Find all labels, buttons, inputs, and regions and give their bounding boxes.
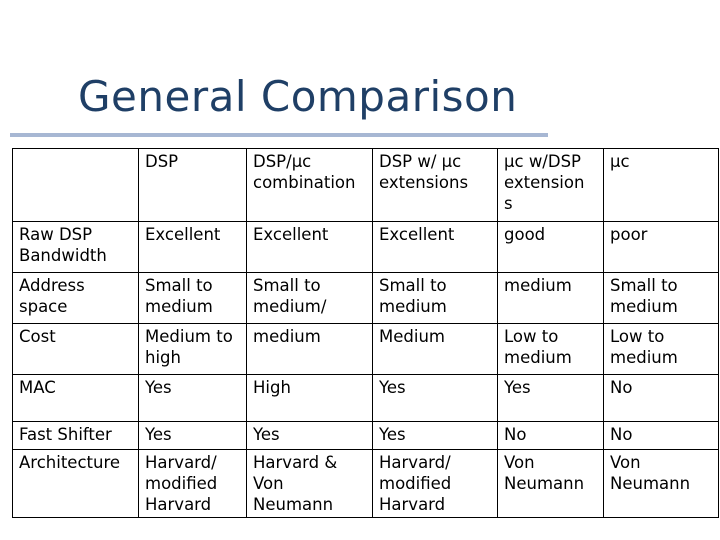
table-cell: High bbox=[246, 374, 373, 422]
row-label: Fast Shifter bbox=[12, 421, 139, 450]
row-label: Address space bbox=[12, 272, 139, 324]
table-cell: Low to medium bbox=[603, 323, 719, 375]
header-cell-dsp: DSP bbox=[138, 148, 247, 222]
table-cell: Harvard/ modified Harvard bbox=[372, 449, 498, 518]
table-cell: medium bbox=[497, 272, 604, 324]
header-cell-dsp-with-uc-extensions: DSP w/ μc extensions bbox=[372, 148, 498, 222]
table-cell: Small to medium bbox=[603, 272, 719, 324]
header-cell-uc: μc bbox=[603, 148, 719, 222]
table-cell: Small to medium bbox=[138, 272, 247, 324]
table-cell: Excellent bbox=[138, 221, 247, 273]
table-row: Address space Small to medium Small to m… bbox=[12, 272, 719, 324]
table-cell: Von Neumann bbox=[497, 449, 604, 518]
title-underline bbox=[10, 133, 548, 137]
table-cell: medium bbox=[246, 323, 373, 375]
table-cell: Harvard & Von Neumann bbox=[246, 449, 373, 518]
table-row: MAC Yes High Yes Yes No bbox=[12, 374, 719, 422]
table-cell: Low to medium bbox=[497, 323, 604, 375]
table-row: Architecture Harvard/ modified Harvard H… bbox=[12, 449, 719, 518]
table-cell: Medium bbox=[372, 323, 498, 375]
table-cell: poor bbox=[603, 221, 719, 273]
table-cell: Excellent bbox=[372, 221, 498, 273]
table-row: Raw DSP Bandwidth Excellent Excellent Ex… bbox=[12, 221, 719, 273]
comparison-table: DSP DSP/μc combination DSP w/ μc extensi… bbox=[12, 148, 719, 518]
table-cell: Yes bbox=[372, 421, 498, 450]
row-label: MAC bbox=[12, 374, 139, 422]
table-cell: Yes bbox=[497, 374, 604, 422]
slide-title: General Comparison bbox=[78, 72, 518, 121]
table-cell: Medium to high bbox=[138, 323, 247, 375]
table-cell: No bbox=[497, 421, 604, 450]
table-cell: Yes bbox=[138, 374, 247, 422]
header-cell-dsp-uc-combination: DSP/μc combination bbox=[246, 148, 373, 222]
table-cell: No bbox=[603, 421, 719, 450]
header-cell-empty bbox=[12, 148, 139, 222]
table-cell: Excellent bbox=[246, 221, 373, 273]
table-cell: Yes bbox=[372, 374, 498, 422]
row-label: Architecture bbox=[12, 449, 139, 518]
table-cell: Small to medium bbox=[372, 272, 498, 324]
table-row: Fast Shifter Yes Yes Yes No No bbox=[12, 421, 719, 450]
table-row: Cost Medium to high medium Medium Low to… bbox=[12, 323, 719, 375]
row-label: Cost bbox=[12, 323, 139, 375]
table-cell: Small to medium/ bbox=[246, 272, 373, 324]
row-label: Raw DSP Bandwidth bbox=[12, 221, 139, 273]
table-header-row: DSP DSP/μc combination DSP w/ μc extensi… bbox=[12, 148, 719, 222]
table-cell: Yes bbox=[246, 421, 373, 450]
table-cell: Von Neumann bbox=[603, 449, 719, 518]
table-cell: good bbox=[497, 221, 604, 273]
table-cell: Yes bbox=[138, 421, 247, 450]
table-cell: No bbox=[603, 374, 719, 422]
header-cell-uc-with-dsp-extensions: μc w/DSP extension s bbox=[497, 148, 604, 222]
table-cell: Harvard/ modified Harvard bbox=[138, 449, 247, 518]
